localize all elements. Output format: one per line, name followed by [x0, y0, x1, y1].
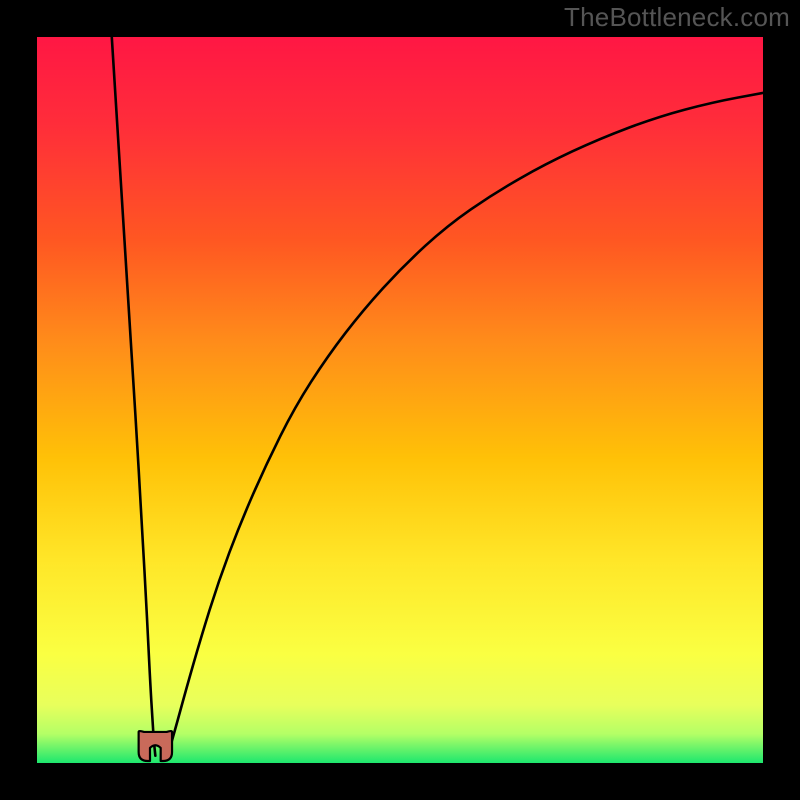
chart-container: { "watermark": { "text": "TheBottleneck.… [0, 0, 800, 800]
bottleneck-chart [0, 0, 800, 800]
watermark-text: TheBottleneck.com [564, 2, 790, 33]
plot-background [37, 37, 763, 763]
